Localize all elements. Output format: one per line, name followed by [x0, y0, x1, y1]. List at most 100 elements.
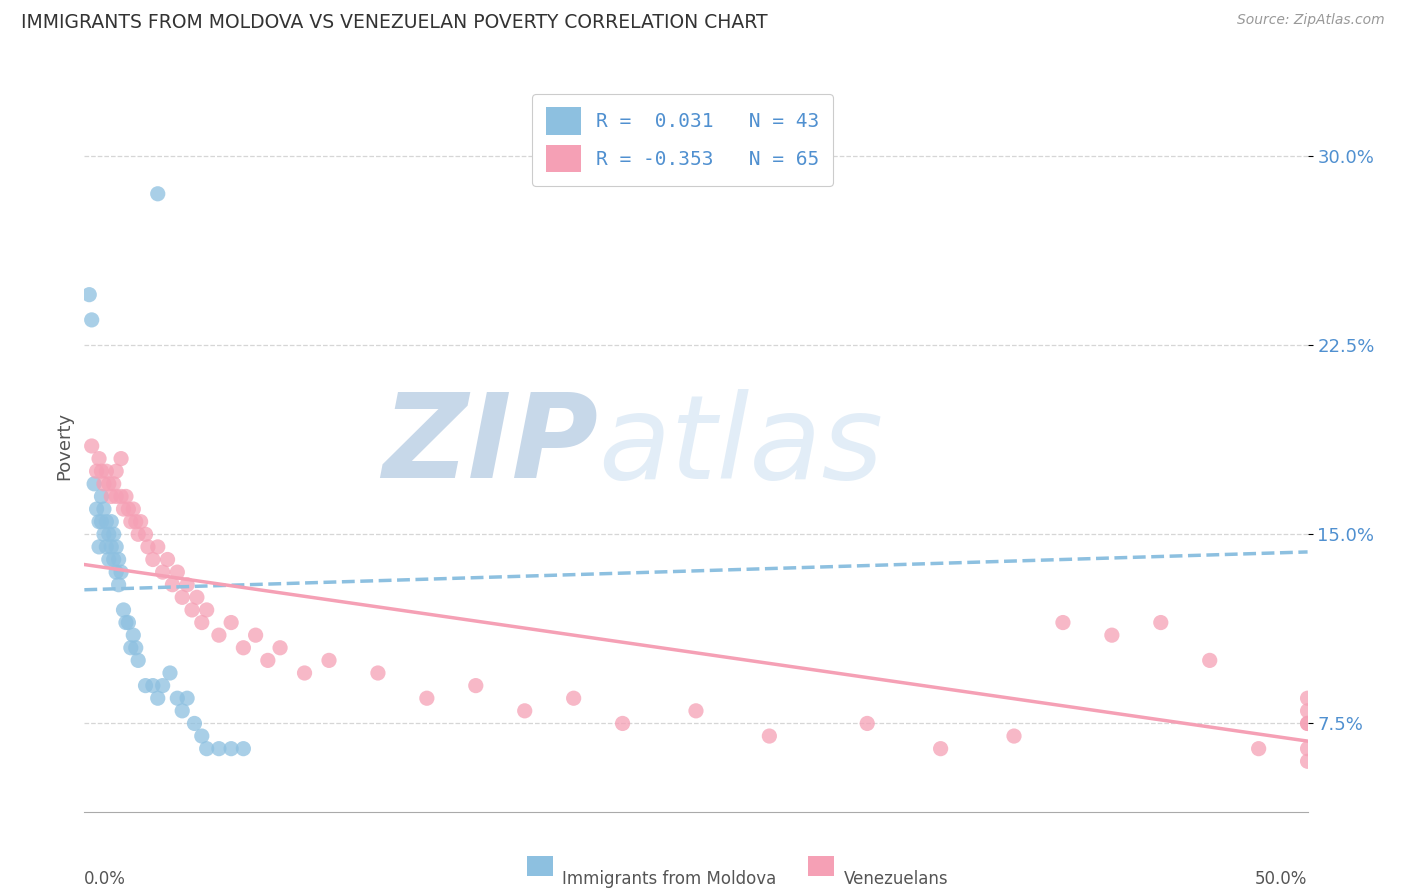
- Point: [146, 186, 169, 201]
- Point: [105, 464, 128, 478]
- Point: [1247, 741, 1270, 756]
- Point: [1296, 741, 1319, 756]
- Point: [142, 679, 165, 693]
- Point: [127, 527, 149, 541]
- Point: [191, 615, 214, 630]
- Point: [136, 540, 159, 554]
- Point: [127, 653, 149, 667]
- Point: [269, 640, 291, 655]
- Point: [100, 515, 122, 529]
- Text: 0.0%: 0.0%: [84, 870, 127, 888]
- Point: [125, 515, 148, 529]
- Point: [1002, 729, 1025, 743]
- Point: [135, 527, 157, 541]
- Point: [105, 565, 128, 579]
- Point: [156, 552, 179, 566]
- Point: [612, 716, 634, 731]
- Point: [191, 729, 214, 743]
- Point: [80, 313, 103, 327]
- Point: [1296, 691, 1319, 706]
- Point: [1101, 628, 1123, 642]
- Text: Venezuelans: Venezuelans: [844, 870, 948, 888]
- Text: ZIP: ZIP: [382, 389, 598, 503]
- Point: [1198, 653, 1220, 667]
- Point: [105, 540, 128, 554]
- Point: [318, 653, 340, 667]
- Point: [87, 540, 110, 554]
- Point: [100, 540, 122, 554]
- Point: [122, 628, 145, 642]
- Point: [97, 527, 120, 541]
- Point: [464, 679, 486, 693]
- Point: [1052, 615, 1074, 630]
- Point: [90, 515, 112, 529]
- Point: [232, 741, 254, 756]
- Point: [80, 439, 103, 453]
- Point: [152, 565, 174, 579]
- Point: [120, 515, 142, 529]
- Point: [166, 565, 188, 579]
- Point: [195, 603, 218, 617]
- Point: [107, 578, 129, 592]
- Point: [172, 704, 194, 718]
- Point: [172, 591, 194, 605]
- Point: [103, 552, 125, 566]
- Point: [97, 552, 120, 566]
- Text: Source: ZipAtlas.com: Source: ZipAtlas.com: [1237, 13, 1385, 28]
- Point: [257, 653, 280, 667]
- Point: [122, 502, 145, 516]
- Point: [758, 729, 780, 743]
- Point: [294, 665, 316, 680]
- Point: [176, 578, 198, 592]
- Point: [367, 665, 389, 680]
- Point: [685, 704, 707, 718]
- Point: [146, 540, 169, 554]
- Point: [1296, 716, 1319, 731]
- Point: [93, 527, 115, 541]
- Text: Immigrants from Moldova: Immigrants from Moldova: [562, 870, 776, 888]
- Point: [129, 515, 152, 529]
- Point: [1296, 704, 1319, 718]
- Point: [86, 502, 108, 516]
- Point: [208, 741, 231, 756]
- Point: [135, 679, 157, 693]
- Point: [112, 603, 135, 617]
- Point: [115, 615, 138, 630]
- Point: [100, 490, 122, 504]
- Point: [110, 490, 132, 504]
- Point: [112, 502, 135, 516]
- Point: [86, 464, 108, 478]
- Point: [96, 515, 118, 529]
- Point: [96, 540, 118, 554]
- Legend: R =  0.031   N = 43, R = -0.353   N = 65: R = 0.031 N = 43, R = -0.353 N = 65: [531, 94, 832, 186]
- Point: [152, 679, 174, 693]
- Point: [1150, 615, 1173, 630]
- Point: [107, 552, 129, 566]
- Point: [110, 565, 132, 579]
- Point: [125, 640, 148, 655]
- Point: [93, 476, 115, 491]
- Text: atlas: atlas: [598, 389, 883, 503]
- Point: [195, 741, 218, 756]
- Point: [513, 704, 536, 718]
- Point: [93, 502, 115, 516]
- Point: [142, 552, 165, 566]
- Point: [183, 716, 205, 731]
- Point: [186, 591, 208, 605]
- Point: [162, 578, 184, 592]
- Point: [115, 490, 138, 504]
- Point: [416, 691, 439, 706]
- Point: [219, 615, 242, 630]
- Point: [83, 476, 105, 491]
- Point: [856, 716, 879, 731]
- Point: [232, 640, 254, 655]
- Point: [219, 741, 242, 756]
- Point: [245, 628, 267, 642]
- Point: [90, 490, 112, 504]
- Point: [120, 640, 142, 655]
- Point: [1296, 754, 1319, 768]
- Point: [1296, 716, 1319, 731]
- Point: [929, 741, 952, 756]
- Point: [117, 502, 139, 516]
- Point: [562, 691, 585, 706]
